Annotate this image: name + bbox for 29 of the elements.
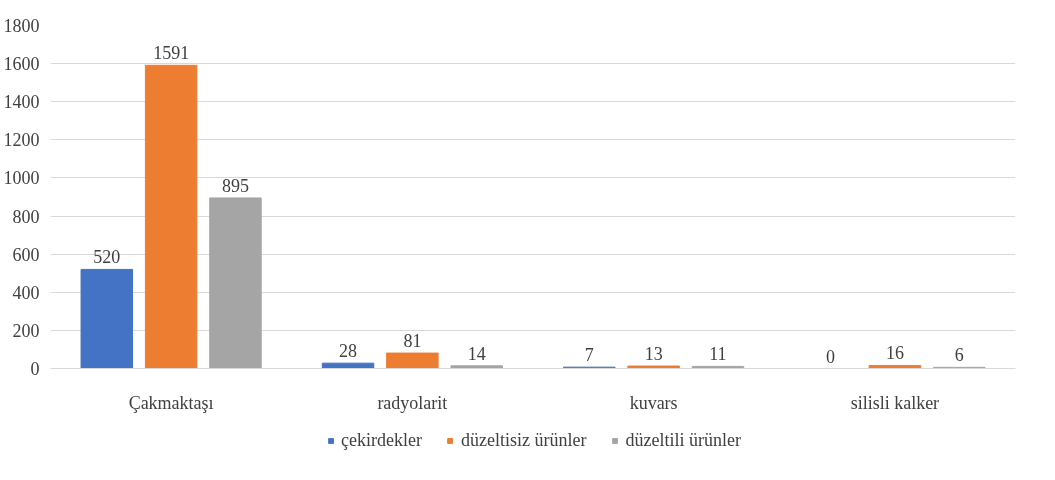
x-tick-label: silisli kalker	[850, 392, 940, 413]
data-label: 1591	[153, 43, 190, 64]
y-tick-label: 400	[12, 282, 40, 303]
data-label: 520	[93, 247, 121, 268]
y-tick-label: 1200	[3, 130, 40, 151]
legend-label: düzeltisiz ürünler	[461, 429, 587, 451]
data-label: 6	[954, 345, 964, 366]
y-tick-label: 1800	[3, 16, 40, 36]
y-tick-label: 800	[12, 206, 40, 227]
data-label: 28	[339, 341, 358, 362]
data-label: 13	[644, 344, 663, 365]
legend-label: düzeltili ürünler	[625, 429, 741, 451]
y-tick-label: 1400	[3, 92, 40, 113]
data-label: 11	[709, 344, 727, 365]
data-label: 16	[885, 343, 904, 364]
legend-label: çekirdekler	[341, 429, 423, 451]
x-tick-label: radyolarit	[377, 392, 448, 413]
data-label: 0	[826, 346, 836, 367]
data-label: 7	[584, 345, 594, 366]
y-tick-label: 0	[30, 359, 40, 379]
data-label: 14	[467, 343, 486, 364]
x-tick-label: kuvars	[629, 392, 678, 413]
y-tick-label: 1000	[3, 168, 40, 189]
y-tick-label: 200	[12, 320, 40, 341]
y-tick-label: 600	[12, 244, 40, 265]
data-label: 895	[221, 175, 249, 196]
data-label: 81	[403, 331, 422, 352]
y-tick-label: 1600	[3, 54, 40, 75]
x-tick-label: Çakmaktaşı	[128, 392, 214, 413]
